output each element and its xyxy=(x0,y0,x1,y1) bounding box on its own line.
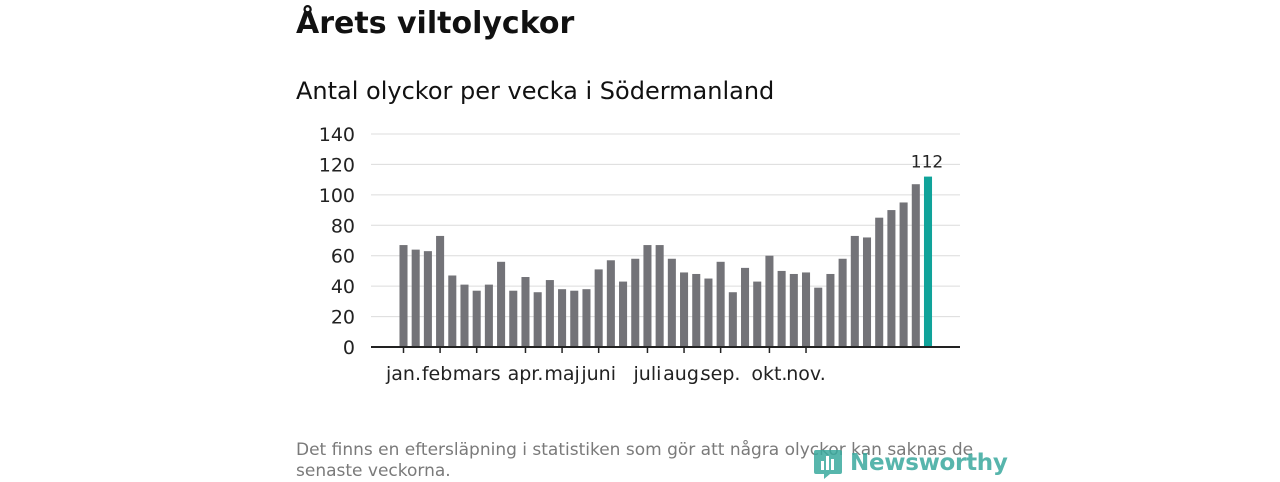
x-tick-label: okt. xyxy=(751,363,787,385)
x-tick-label: feb. xyxy=(422,363,458,385)
bar xyxy=(680,272,689,347)
x-tick-label: nov. xyxy=(786,363,825,385)
bar xyxy=(814,287,823,347)
bar xyxy=(741,267,750,347)
y-tick-label: 80 xyxy=(331,215,355,237)
bar xyxy=(899,202,908,347)
bar xyxy=(655,245,664,347)
bar xyxy=(619,281,628,347)
x-tick-label: jan. xyxy=(385,363,421,385)
data-label: 112 xyxy=(911,153,943,173)
bar xyxy=(582,289,591,347)
bar xyxy=(911,184,920,347)
bar xyxy=(521,277,530,347)
x-tick-label: maj xyxy=(544,363,579,385)
x-tick-label: mars xyxy=(453,363,501,385)
newsworthy-logo[interactable]: Newsworthy xyxy=(814,446,1008,480)
bar xyxy=(862,237,872,347)
bar xyxy=(838,258,847,347)
bar xyxy=(545,280,554,347)
newsworthy-logo-text: Newsworthy xyxy=(850,450,1008,476)
bar xyxy=(887,210,896,347)
bar xyxy=(472,290,481,347)
bar xyxy=(509,290,518,347)
chart-subtitle: Antal olyckor per vecka i Södermanland xyxy=(296,77,775,105)
x-tick-label: aug. xyxy=(663,363,705,385)
x-tick-label: juni xyxy=(580,363,616,385)
y-tick-label: 100 xyxy=(319,185,355,207)
footnote: Det finns en eftersläpning i statistiken… xyxy=(296,440,974,481)
bar xyxy=(728,292,737,347)
bar xyxy=(606,260,615,347)
bar xyxy=(448,275,457,347)
bar xyxy=(826,273,835,347)
bar xyxy=(460,284,469,347)
bar xyxy=(875,217,884,347)
bar-highlight xyxy=(923,176,933,347)
bar xyxy=(692,273,701,347)
y-tick-label: 20 xyxy=(331,307,355,329)
bar xyxy=(436,235,445,347)
y-tick-label: 140 xyxy=(319,124,355,146)
bar-chart: 0 20 40 60 80 100 120 140 112 jan. feb.mars apr. maj… xyxy=(319,124,960,385)
bar xyxy=(667,258,676,347)
bar xyxy=(399,245,408,347)
bar xyxy=(497,261,506,347)
x-tick-label: sep. xyxy=(701,363,741,385)
bar xyxy=(631,258,640,347)
bar xyxy=(484,284,493,347)
x-tick-label: apr. xyxy=(508,363,544,385)
y-tick-label: 40 xyxy=(331,276,355,298)
bar xyxy=(570,290,579,347)
bar xyxy=(558,289,567,347)
bar xyxy=(533,292,542,347)
bar xyxy=(753,281,762,347)
bar xyxy=(801,272,811,347)
y-tick-label: 0 xyxy=(343,337,355,359)
bar xyxy=(423,251,432,347)
bar xyxy=(643,245,652,347)
bar xyxy=(789,273,798,347)
bar xyxy=(704,278,713,347)
bar xyxy=(765,255,774,347)
y-tick-label: 60 xyxy=(331,246,355,268)
x-tick-label: juli xyxy=(633,363,662,385)
bar xyxy=(716,261,725,347)
bar xyxy=(777,270,786,347)
y-tick-label: 120 xyxy=(319,154,355,176)
bar xyxy=(594,269,603,347)
newsworthy-logo-icon xyxy=(814,450,842,479)
bar xyxy=(850,235,859,347)
bar xyxy=(411,249,420,347)
page-title: Årets viltolyckor xyxy=(296,6,575,41)
